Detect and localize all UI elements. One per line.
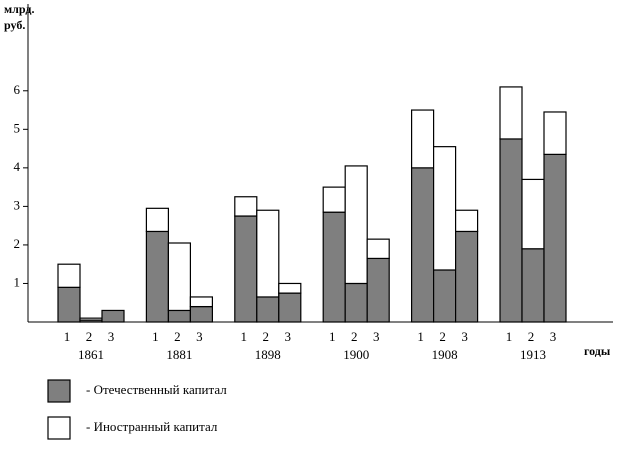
bar-segment — [167, 242, 191, 312]
sub-label: 2 — [439, 329, 446, 344]
bar-segment — [145, 207, 169, 233]
bar-segment — [433, 269, 457, 323]
y-tick-label: 4 — [14, 159, 21, 174]
sub-label: 1 — [329, 329, 336, 344]
bar-segment — [322, 186, 346, 213]
y-tick-label: 5 — [14, 120, 21, 135]
sub-label: 2 — [263, 329, 270, 344]
sub-label: 2 — [86, 329, 93, 344]
y-tick-label: 2 — [14, 236, 21, 251]
bar-segment — [256, 296, 280, 323]
bar-segment — [543, 153, 567, 323]
sub-label: 2 — [528, 329, 535, 344]
bar-segment — [433, 146, 457, 271]
bar-segment — [256, 209, 280, 298]
sub-label: 1 — [64, 329, 71, 344]
y-tick-label: 6 — [14, 82, 21, 97]
bar-segment — [411, 167, 435, 323]
sub-label: 1 — [241, 329, 248, 344]
sub-label: 3 — [461, 329, 468, 344]
bar-segment — [499, 86, 523, 140]
bar-segment — [278, 282, 302, 294]
bar-segment — [79, 317, 103, 321]
bar-segment — [344, 282, 368, 323]
sub-label: 1 — [152, 329, 159, 344]
bar-segment — [521, 178, 545, 250]
group-label: 1881 — [166, 347, 192, 362]
group-label: 1913 — [520, 347, 546, 362]
bar-segment — [145, 230, 169, 323]
sub-label: 2 — [174, 329, 181, 344]
bar-segment — [57, 263, 81, 288]
sub-label: 1 — [417, 329, 424, 344]
group-label: 1908 — [432, 347, 458, 362]
bar-segment — [57, 286, 81, 323]
sub-label: 3 — [196, 329, 203, 344]
bar-segment — [521, 248, 545, 323]
bar-segment — [543, 111, 567, 155]
bar-segment — [366, 257, 390, 323]
sub-label: 3 — [285, 329, 292, 344]
sub-label: 2 — [351, 329, 358, 344]
legend-label: - Иностранный капитал — [86, 419, 218, 434]
legend-label: - Отечественный капитал — [86, 382, 227, 397]
bar-segment — [455, 230, 479, 323]
legend-swatch — [47, 379, 71, 403]
bar-segment — [411, 109, 435, 169]
bar-segment — [499, 138, 523, 323]
bar-segment — [322, 211, 346, 323]
group-label: 1861 — [78, 347, 104, 362]
sub-label: 3 — [373, 329, 380, 344]
bar-segment — [167, 309, 191, 323]
bar-segment — [189, 296, 213, 308]
group-label: 1900 — [343, 347, 369, 362]
sub-label: 3 — [550, 329, 557, 344]
y-tick-label: 3 — [14, 197, 21, 212]
bar-segment — [455, 209, 479, 233]
y-label: млрд. — [4, 2, 35, 16]
sub-label: 3 — [108, 329, 115, 344]
bar-segment — [344, 165, 368, 285]
bar-segment — [234, 215, 258, 323]
bar-segment — [278, 292, 302, 323]
bar-segment — [234, 196, 258, 217]
bar-segment — [189, 305, 213, 323]
bar-segment — [101, 309, 125, 323]
group-label: 1898 — [255, 347, 281, 362]
x-label: годы — [584, 344, 611, 358]
y-tick-label: 1 — [14, 274, 21, 289]
sub-label: 1 — [506, 329, 513, 344]
bar-segment — [366, 238, 390, 260]
legend-swatch — [47, 416, 71, 440]
y-label: руб. — [4, 18, 25, 32]
